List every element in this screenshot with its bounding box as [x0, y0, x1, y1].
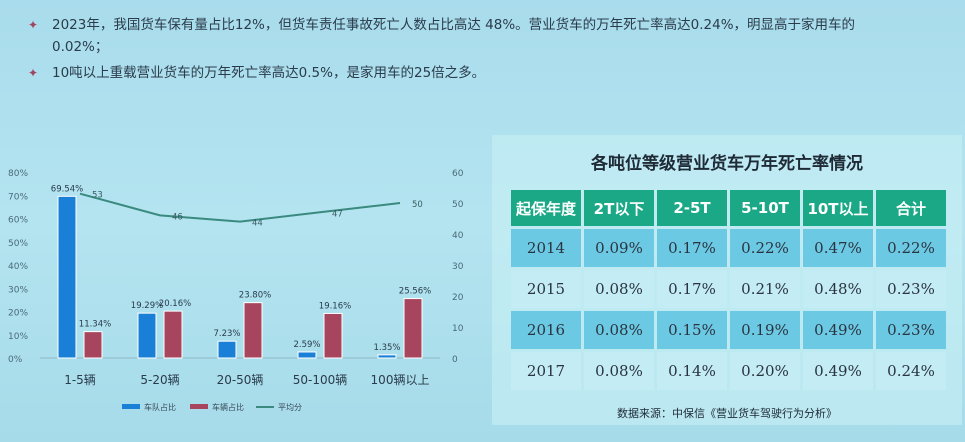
y-left-tick-label: 40% — [8, 262, 28, 272]
bullet-item: ✦ 2023年，我国货车保有量占比12%，但货车责任事故死亡人数占比高达 48%。… — [28, 14, 908, 58]
bullet-list: ✦ 2023年，我国货车保有量占比12%，但货车责任事故死亡人数占比高达 48%。… — [28, 14, 908, 84]
table-cell: 2016 — [511, 311, 581, 349]
y-right-tick-label: 30 — [452, 262, 464, 272]
bar-data-label: 7.23% — [213, 329, 240, 339]
bar-data-label: 2.59% — [293, 340, 320, 350]
bar-fleet — [217, 340, 237, 359]
table-cell: 2017 — [511, 352, 581, 390]
table-cell: 0.17% — [657, 270, 727, 308]
bar-fleet — [297, 351, 317, 359]
bar-vehicle — [243, 302, 263, 359]
table-cell: 0.22% — [730, 229, 800, 267]
table-cell: 0.15% — [657, 311, 727, 349]
y-left-tick-label: 80% — [8, 169, 28, 179]
table-panel: 各吨位等级营业货车万年死亡率情况 起保年度 2T以下 2-5T 5-10T 10T以上合… — [492, 135, 962, 425]
table-cell: 0.09% — [584, 229, 654, 267]
y-right-tick-label: 60 — [452, 169, 464, 179]
table-row: 2017 0.08% 0.14% 0.20% 0.49% 0.24% — [511, 352, 946, 390]
y-left-tick-label: 50% — [8, 239, 28, 249]
table-cell: 0.47% — [803, 229, 873, 267]
y-right-tick-label: 40 — [452, 231, 464, 241]
table-cell: 0.20% — [730, 352, 800, 390]
table-cell: 0.14% — [657, 352, 727, 390]
bar-vehicle — [83, 331, 103, 359]
line-data-label: 47 — [332, 209, 343, 219]
bar-vehicle — [163, 310, 183, 359]
table-cell: 2014 — [511, 229, 581, 267]
table-cell: 0.21% — [730, 270, 800, 308]
table-cell: 0.08% — [584, 352, 654, 390]
table-row: 2015 0.08% 0.17% 0.21% 0.48% 0.23% — [511, 270, 946, 308]
table-cell: 0.24% — [876, 352, 946, 390]
table-header-cell: 2T以下 — [584, 190, 654, 226]
legend-label: 车辆占比 — [212, 402, 244, 412]
line-data-label: 53 — [92, 191, 103, 201]
bar-fleet — [57, 195, 77, 359]
table-cell: 0.19% — [730, 311, 800, 349]
table-header-cell: 10T以上 — [803, 190, 873, 226]
table-cell: 0.49% — [803, 352, 873, 390]
line-data-label: 46 — [172, 212, 183, 222]
bar-data-label: 25.56% — [399, 287, 431, 297]
y-left-tick-label: 20% — [8, 309, 28, 319]
y-right-tick-label: 0 — [452, 355, 458, 365]
bar-data-label: 20.16% — [159, 299, 191, 309]
table-cell: 0.22% — [876, 229, 946, 267]
table-cell: 0.23% — [876, 311, 946, 349]
legend-label: 平均分 — [278, 402, 302, 412]
table-header-cell: 5-10T — [730, 190, 800, 226]
bullet-item: ✦ 10吨以上重载营业货车的万年死亡率高达0.5%，是家用车的25倍之多。 — [28, 62, 908, 84]
y-left-tick-label: 60% — [8, 216, 28, 226]
y-left-tick-label: 70% — [8, 192, 28, 202]
y-left-tick-label: 30% — [8, 285, 28, 295]
bar-data-label: 1.35% — [373, 343, 400, 353]
bar-fleet — [137, 312, 157, 359]
x-tick-label: 50-100辆 — [293, 373, 348, 387]
y-right-tick-label: 20 — [452, 293, 464, 303]
combo-chart: 0% 10% 20% 30% 40% 50% 60% 70% 80% 0 10 20 30 40 50 60 1… — [8, 169, 464, 412]
table-title: 各吨位等级营业货车万年死亡率情况 — [591, 154, 863, 174]
bar-vehicle — [323, 312, 343, 359]
bar-fleet — [377, 354, 397, 359]
bar-data-label: 69.54% — [51, 184, 83, 194]
x-tick-label: 20-50辆 — [217, 373, 264, 387]
bar-data-label: 19.16% — [319, 301, 351, 311]
table-header-cell: 2-5T — [657, 190, 727, 226]
y-right-tick-label: 50 — [452, 200, 464, 210]
table-header-row: 起保年度 2T以下 2-5T 5-10T 10T以上 合计 — [511, 190, 946, 226]
table-cell: 0.17% — [657, 229, 727, 267]
table-cell: 0.23% — [876, 270, 946, 308]
table-cell: 0.48% — [803, 270, 873, 308]
star-bullet-icon: ✦ — [28, 18, 39, 32]
table-source: 数据来源：中保信《营业货车驾驶行为分析》 — [617, 407, 837, 420]
table-cell: 0.08% — [584, 311, 654, 349]
bullet-text: 10吨以上重载营业货车的万年死亡率高达0.5%，是家用车的25倍之多。 — [52, 65, 486, 81]
legend-label: 车队占比 — [144, 402, 176, 412]
legend-swatch — [122, 404, 140, 409]
y-right-tick-label: 10 — [452, 324, 464, 334]
star-bullet-icon: ✦ — [28, 66, 39, 80]
table-header-cell: 起保年度 — [511, 190, 581, 226]
x-tick-label: 5-20辆 — [140, 373, 179, 387]
x-tick-label: 1-5辆 — [64, 373, 96, 387]
y-left-tick-label: 10% — [8, 332, 28, 342]
line-data-label: 50 — [412, 200, 423, 210]
bar-data-label: 23.80% — [239, 291, 271, 301]
table-header-cell: 合计 — [876, 190, 946, 226]
table-cell: 0.08% — [584, 270, 654, 308]
table-cell: 2015 — [511, 270, 581, 308]
table-cell: 0.49% — [803, 311, 873, 349]
line-average-score — [79, 192, 401, 223]
mortality-table: 起保年度 2T以下 2-5T 5-10T 10T以上 合计 2014 0.09% 0.17% 0… — [508, 187, 949, 393]
bar-data-label: 19.29% — [131, 301, 163, 311]
legend-swatch — [190, 404, 208, 409]
bar-vehicle — [403, 298, 423, 359]
bar-data-label: 11.34% — [79, 320, 111, 330]
table-row: 2014 0.09% 0.17% 0.22% 0.47% 0.22% — [511, 229, 946, 267]
table-row: 2016 0.08% 0.15% 0.19% 0.49% 0.23% — [511, 311, 946, 349]
line-data-label: 44 — [252, 219, 263, 229]
bullet-text: 2023年，我国货车保有量占比12%，但货车责任事故死亡人数占比高达 48%。营… — [52, 17, 856, 55]
x-tick-label: 100辆以上 — [371, 373, 430, 387]
y-left-tick-label: 0% — [8, 355, 23, 365]
